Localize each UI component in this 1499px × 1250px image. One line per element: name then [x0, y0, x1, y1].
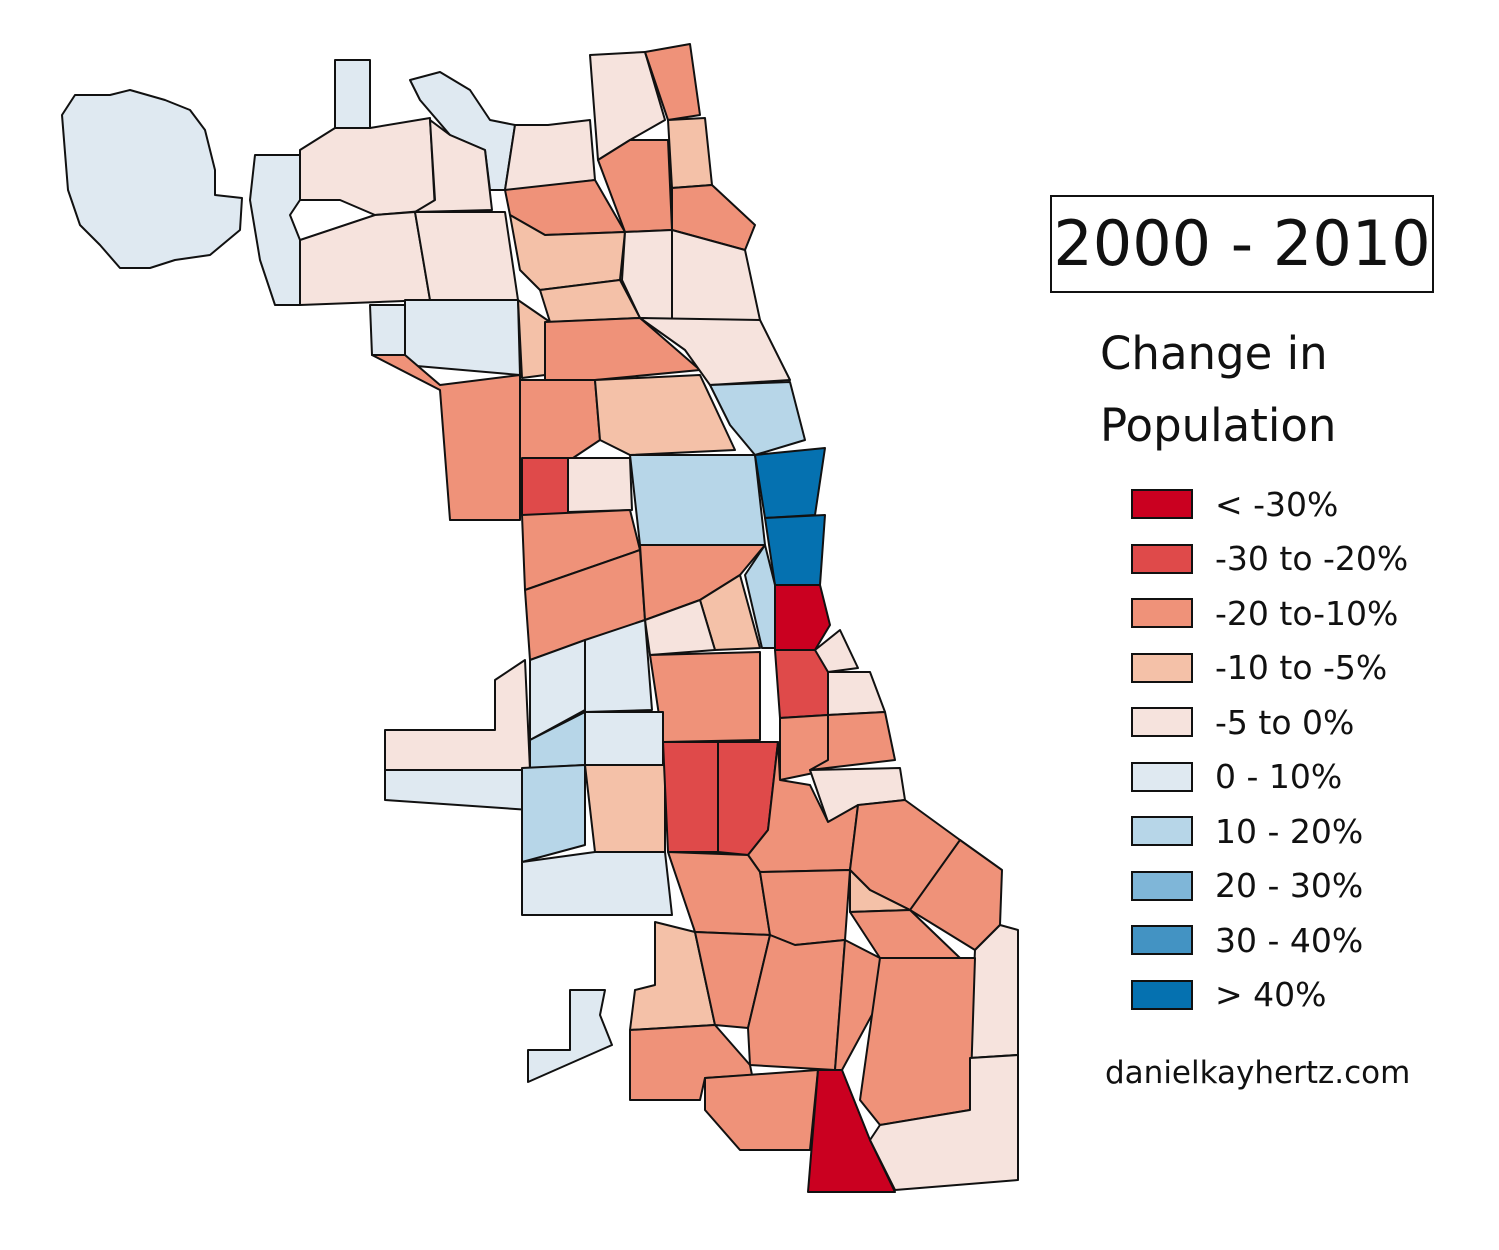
- legend-title-line: Population: [1100, 399, 1337, 452]
- area-montclare: [371, 354, 521, 521]
- area-mount-greenwood: [527, 989, 613, 1083]
- area-oakland: [814, 629, 859, 673]
- legend-label: -20 to-10%: [1215, 593, 1399, 633]
- legend-item: 0 - 10%: [1131, 750, 1408, 805]
- area-south-deering: [859, 957, 976, 1126]
- area-near-south: [774, 584, 831, 651]
- area-north-park: [504, 119, 596, 191]
- area-loop: [764, 514, 826, 586]
- legend: < -30% -30 to -20% -20 to-10% -10 to -5%…: [1131, 477, 1408, 1022]
- legend-label: 10 - 20%: [1215, 811, 1364, 851]
- legend-swatch: [1131, 761, 1193, 792]
- area-humboldt-w: [567, 457, 633, 513]
- area-forest-glen: [414, 119, 493, 213]
- area-norwood-east: [299, 117, 436, 216]
- area-norwood-park: [249, 154, 301, 306]
- legend-swatch: [1131, 870, 1193, 901]
- area-archer: [584, 619, 653, 713]
- area-belmont-cragin: [519, 379, 601, 461]
- legend-swatch: [1131, 925, 1193, 956]
- legend-label: -30 to -20%: [1215, 539, 1409, 579]
- legend-label: -10 to -5%: [1215, 648, 1388, 688]
- legend-swatch: [1131, 489, 1193, 520]
- legend-label: 20 - 30%: [1215, 866, 1364, 906]
- map-title-box: 2000 - 2010: [1050, 195, 1434, 293]
- area-hyde-park: [809, 711, 896, 771]
- legend-label: 0 - 10%: [1215, 757, 1343, 797]
- area-west-town: [629, 454, 766, 546]
- legend-swatch: [1131, 707, 1193, 738]
- area-dunning-w: [369, 304, 406, 356]
- legend-swatch: [1131, 598, 1193, 629]
- area-ohare: [61, 89, 243, 269]
- map-title: 2000 - 2010: [1053, 207, 1431, 280]
- legend-item: -30 to -20%: [1131, 532, 1408, 587]
- area-gage-park: [584, 711, 664, 766]
- area-north-lawndale-e: [644, 599, 716, 656]
- legend-title: Change in Population: [1100, 318, 1400, 462]
- legend-item: 10 - 20%: [1131, 804, 1408, 859]
- area-bridgeport: [649, 651, 761, 743]
- area-edison-park: [334, 59, 371, 131]
- legend-item: -5 to 0%: [1131, 695, 1408, 750]
- legend-swatch: [1131, 652, 1193, 683]
- area-ashburn: [521, 851, 673, 916]
- legend-swatch: [1131, 979, 1193, 1010]
- area-lincoln-square: [597, 139, 673, 233]
- legend-swatch: [1131, 816, 1193, 847]
- legend-item: 20 - 30%: [1131, 859, 1408, 914]
- legend-label: 30 - 40%: [1215, 920, 1364, 960]
- area-hegewisch: [869, 1054, 1019, 1191]
- legend-label: -5 to 0%: [1215, 702, 1355, 742]
- legend-item: -20 to-10%: [1131, 586, 1408, 641]
- area-west-ridge: [589, 51, 666, 161]
- area-near-north: [754, 447, 826, 519]
- area-rogers-park: [644, 43, 701, 121]
- area-avondale: [544, 317, 701, 381]
- area-kenwood: [827, 671, 886, 716]
- legend-label: < -30%: [1215, 484, 1339, 524]
- area-auburn-gresham: [667, 851, 771, 936]
- area-chatham: [759, 869, 851, 946]
- legend-item: -10 to -5%: [1131, 641, 1408, 696]
- area-edgewater-west: [667, 117, 713, 189]
- credit-text: danielkayhertz.com: [1105, 1055, 1411, 1091]
- legend-swatch: [1131, 543, 1193, 574]
- area-clearing: [384, 769, 531, 811]
- area-hermosa: [521, 457, 569, 516]
- legend-item: > 40%: [1131, 968, 1408, 1023]
- area-portage-park: [414, 211, 519, 301]
- legend-label: > 40%: [1215, 975, 1327, 1015]
- area-garfield-ridge: [384, 659, 531, 771]
- area-west-lawn: [521, 764, 586, 863]
- area-lincoln-park: [709, 381, 806, 456]
- area-logan-square: [594, 374, 736, 456]
- area-new-city: [662, 741, 719, 853]
- legend-item: < -30%: [1131, 477, 1408, 532]
- area-west-pullman: [704, 1069, 819, 1151]
- area-chicago-lawn: [584, 764, 666, 853]
- area-pullman: [834, 939, 881, 1071]
- chicago-community-areas-map: [61, 43, 1019, 1193]
- area-dunning: [404, 299, 521, 376]
- area-jefferson-park: [299, 211, 431, 306]
- legend-title-line: Change in: [1100, 327, 1328, 380]
- legend-item: 30 - 40%: [1131, 913, 1408, 968]
